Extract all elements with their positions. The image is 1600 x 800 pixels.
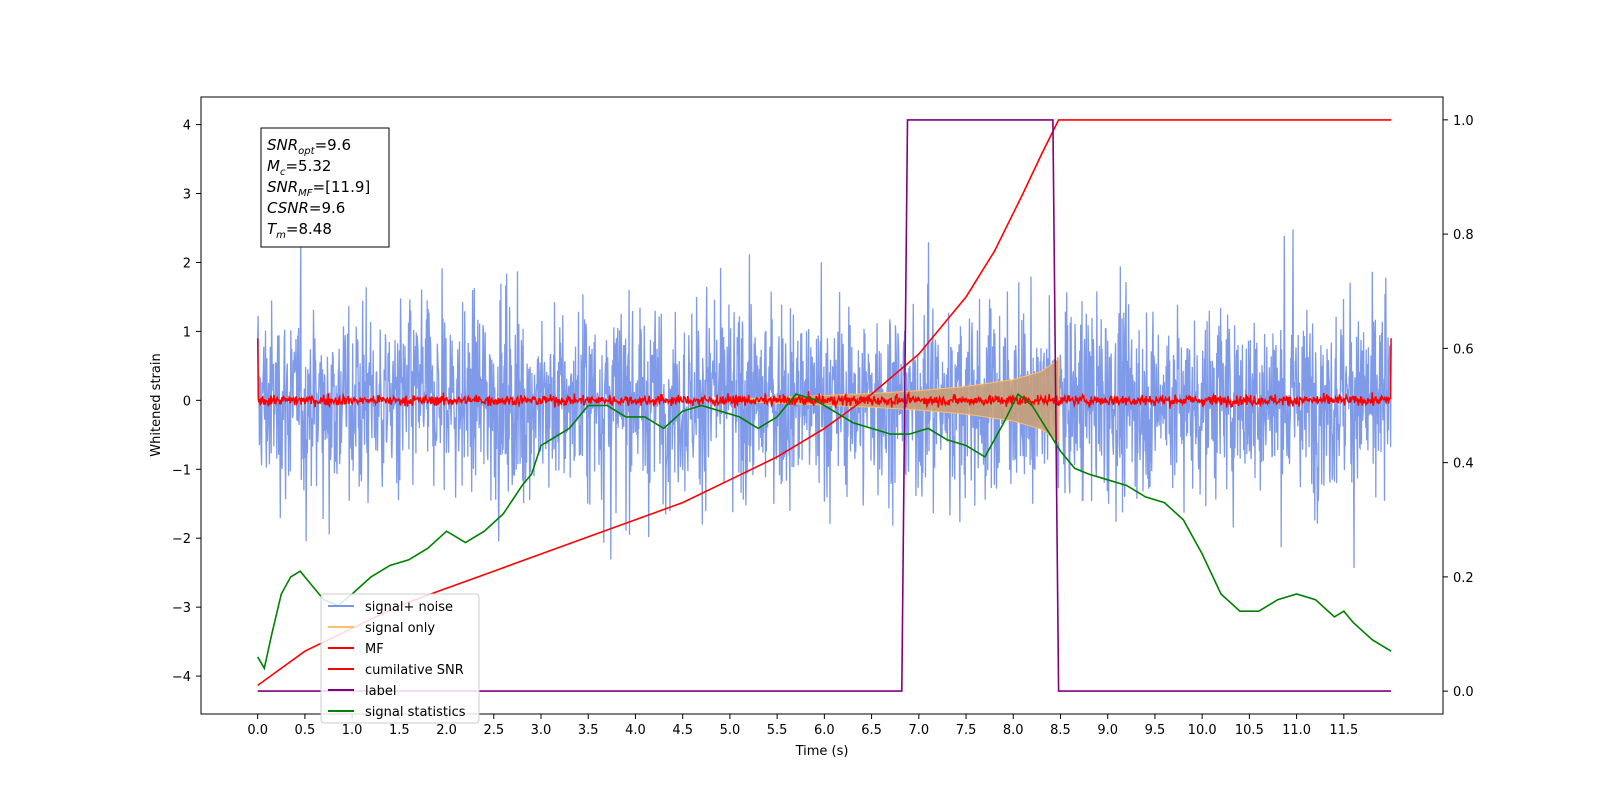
x-tick-label: 6.0 xyxy=(814,723,835,738)
x-tick-label: 4.0 xyxy=(625,723,646,738)
x-tick-label: 8.0 xyxy=(1003,723,1024,738)
x-tick-label: 1.5 xyxy=(389,723,410,738)
y-axis-title-left: Whitened strain xyxy=(149,353,164,456)
y-tick-label-left: −4 xyxy=(172,670,191,685)
x-axis-title: Time (s) xyxy=(795,744,849,759)
y-tick-label-right: 0.0 xyxy=(1453,685,1474,700)
y-tick-label-right: 0.6 xyxy=(1453,342,1474,357)
legend: signal+ noise signal only MF cumilative SNR… xyxy=(320,593,480,724)
x-tick-label: 0.5 xyxy=(295,723,316,738)
signal-statistics-line xyxy=(257,392,1392,671)
x-tick-label: 9.5 xyxy=(1145,723,1166,738)
y-tick-label-left: −2 xyxy=(172,532,191,547)
y-tick-label-left: 2 xyxy=(183,256,191,271)
x-tick-label: 4.5 xyxy=(672,723,693,738)
y-tick-label-right: 0.2 xyxy=(1453,571,1474,586)
y-tick-label-left: 4 xyxy=(183,119,191,134)
legend-frame xyxy=(320,593,480,724)
y-tick-label-right: 0.4 xyxy=(1453,457,1474,472)
y-tick-label-right: 1.0 xyxy=(1453,114,1474,129)
x-tick-label: 10.0 xyxy=(1188,723,1217,738)
x-tick-label: 3.0 xyxy=(531,723,552,738)
x-tick-label: 0.0 xyxy=(247,723,268,738)
annotation-line: Tm=8.48 xyxy=(267,220,332,241)
right-axis-series-layer xyxy=(257,119,1392,692)
x-tick-label: 11.5 xyxy=(1329,723,1358,738)
legend-label: cumilative SNR xyxy=(365,663,464,678)
x-tick-label: 2.5 xyxy=(483,723,504,738)
x-tick-label: 2.0 xyxy=(436,723,457,738)
annotation-line: SNRopt=9.6 xyxy=(267,136,351,157)
x-tick-label: 7.0 xyxy=(908,723,929,738)
signal-noise-line xyxy=(257,229,1392,568)
y-tick-label-left: −1 xyxy=(172,463,191,478)
legend-label: signal only xyxy=(365,621,435,636)
x-tick-label: 3.5 xyxy=(578,723,599,738)
mf-line xyxy=(256,338,1392,409)
x-tick-label: 7.5 xyxy=(956,723,977,738)
mf-layer xyxy=(256,338,1392,409)
legend-label: signal+ noise xyxy=(365,600,453,615)
x-tick-label: 11.0 xyxy=(1282,723,1311,738)
y-tick-label-left: 3 xyxy=(183,188,191,203)
signal-noise-layer xyxy=(257,229,1392,568)
label-line xyxy=(257,119,1392,692)
legend-label: signal statistics xyxy=(365,705,466,720)
plot-frame xyxy=(200,96,1444,715)
annotation-line: SNRMF=[11.9] xyxy=(267,178,370,199)
annotation-line: Mc=5.32 xyxy=(267,157,331,178)
x-tick-label: 8.5 xyxy=(1050,723,1071,738)
annotation-frame xyxy=(260,127,390,248)
legend-label: MF xyxy=(365,642,384,657)
axes-layer: 0.0 0.5 1.0 1.5 2.0 2.5 3.0 3.5 4.0 4.5 5.0 5.5 6.0 6… xyxy=(172,114,1474,738)
x-tick-label: 5.0 xyxy=(720,723,741,738)
annotation-line: CSNR=9.6 xyxy=(267,199,345,217)
y-tick-label-left: −3 xyxy=(172,601,191,616)
legend-label: label xyxy=(365,684,396,699)
y-tick-label-left: 0 xyxy=(183,394,191,409)
x-tick-label: 6.5 xyxy=(861,723,882,738)
x-tick-label: 5.5 xyxy=(767,723,788,738)
y-tick-label-left: 1 xyxy=(183,325,191,340)
x-tick-label: 10.5 xyxy=(1235,723,1264,738)
cumilative-SNR-line xyxy=(257,119,1392,687)
y-tick-label-right: 0.8 xyxy=(1453,228,1474,243)
x-tick-label: 9.0 xyxy=(1097,723,1118,738)
x-tick-label: 1.0 xyxy=(342,723,363,738)
